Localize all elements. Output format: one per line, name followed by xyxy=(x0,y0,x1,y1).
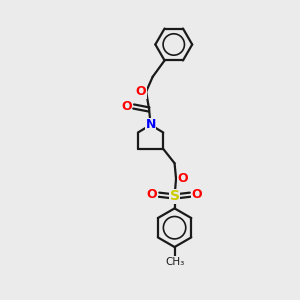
Text: O: O xyxy=(147,188,157,201)
Text: N: N xyxy=(146,118,156,131)
Text: O: O xyxy=(136,85,146,98)
Text: O: O xyxy=(121,100,131,113)
Text: S: S xyxy=(169,190,180,203)
Text: CH₃: CH₃ xyxy=(165,257,184,267)
Text: O: O xyxy=(192,188,203,201)
Text: O: O xyxy=(177,172,188,185)
